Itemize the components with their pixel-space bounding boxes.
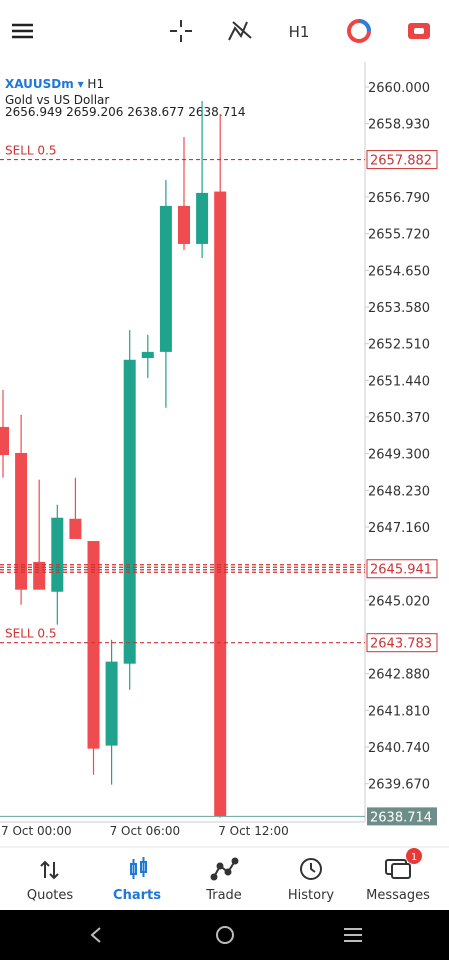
x-tick-label: 7 Oct 00:00 <box>1 824 72 838</box>
nav-label[interactable]: History <box>288 888 335 903</box>
y-tick-label: 2656.790 <box>368 191 430 206</box>
home-button[interactable] <box>216 926 234 944</box>
y-tick-label: 2652.510 <box>368 338 430 353</box>
quotes-icon <box>40 860 59 880</box>
y-tick-label: 2651.440 <box>368 374 430 389</box>
order-price-box <box>366 559 438 579</box>
menu-button[interactable] <box>12 23 33 39</box>
history-icon <box>300 858 322 880</box>
y-tick-label: 2640.740 <box>368 741 430 756</box>
trade-icon <box>210 857 239 881</box>
ohlc: 2656.949 2659.206 2638.677 2638.714 <box>5 105 246 119</box>
candle-body <box>69 518 82 539</box>
x-tick-label: 7 Oct 06:00 <box>110 824 181 838</box>
description: Gold vs US Dollar <box>5 93 109 107</box>
bid-price: 2638.714 <box>370 810 432 825</box>
nav-label[interactable]: Trade <box>205 888 242 903</box>
symbol: XAUUSDm <box>5 77 74 91</box>
y-tick-label: 2647.160 <box>368 521 430 536</box>
nav-label[interactable]: Quotes <box>27 888 74 903</box>
candle-body <box>178 205 190 244</box>
order-price: 2657.882 <box>370 154 432 169</box>
system-nav <box>0 910 449 960</box>
ohlc-high: 2659.206 <box>66 105 123 119</box>
order-price: 2643.783 <box>370 637 432 652</box>
y-tick-label: 2650.370 <box>368 411 430 426</box>
candle-body <box>214 191 227 817</box>
badge-count: 1 <box>411 852 417 863</box>
x-tick-label: 7 Oct 12:00 <box>218 824 289 838</box>
order-price-box <box>366 150 438 170</box>
order-price-box <box>366 633 438 653</box>
y-tick-label: 2655.720 <box>368 228 430 243</box>
order-price: 2645.941 <box>370 563 432 578</box>
recents-button[interactable] <box>344 928 362 942</box>
candle-body <box>51 517 64 592</box>
y-tick-label: 2654.650 <box>368 264 430 279</box>
indicators-button[interactable] <box>228 21 252 41</box>
toolbar <box>0 0 449 62</box>
candle-body <box>196 192 209 244</box>
y-tick-label: 2639.670 <box>368 778 430 793</box>
messages-icon <box>385 859 411 879</box>
ohlc-close: 2638.714 <box>188 105 245 119</box>
candle-body <box>15 452 28 590</box>
trade-button[interactable] <box>347 19 371 43</box>
y-tick-label: 2641.810 <box>368 704 430 719</box>
nav-label[interactable]: Charts <box>113 888 161 903</box>
candle-body <box>159 205 172 352</box>
y-tick-label: 2648.230 <box>368 484 430 499</box>
badge <box>406 848 422 864</box>
nav-label[interactable]: Messages <box>366 888 430 903</box>
candle-body <box>33 561 46 590</box>
caret: ▾ <box>74 77 88 91</box>
y-tick-label: 2645.020 <box>368 594 430 609</box>
y-tick-label: 2642.880 <box>368 668 430 683</box>
order-label: SELL 0.5 <box>5 144 56 158</box>
candle-body <box>123 359 136 664</box>
crosshair-button[interactable] <box>170 20 192 42</box>
candle-body <box>105 661 118 746</box>
one-click-button[interactable] <box>408 23 430 39</box>
chart-header: XAUUSDm ▾ H1 <box>5 77 104 91</box>
timeframe-button[interactable]: H1 <box>289 23 310 41</box>
ohlc-low: 2638.677 <box>127 105 184 119</box>
bid-box <box>367 807 437 826</box>
order-label: SELL 0.5 <box>5 627 56 641</box>
y-tick-label: 2660.000 <box>368 81 430 96</box>
timeframe: H1 <box>87 77 104 91</box>
back-button[interactable] <box>90 927 101 943</box>
candle-body <box>0 426 9 456</box>
charts-icon <box>130 857 147 879</box>
y-tick-label: 2649.300 <box>368 448 430 463</box>
y-tick-label: 2658.930 <box>368 118 430 133</box>
candle-body <box>87 541 100 749</box>
y-tick-label: 2653.580 <box>368 301 430 316</box>
candle-body <box>141 351 154 359</box>
ohlc-open: 2656.949 <box>5 105 62 119</box>
bottom-nav <box>0 847 449 910</box>
